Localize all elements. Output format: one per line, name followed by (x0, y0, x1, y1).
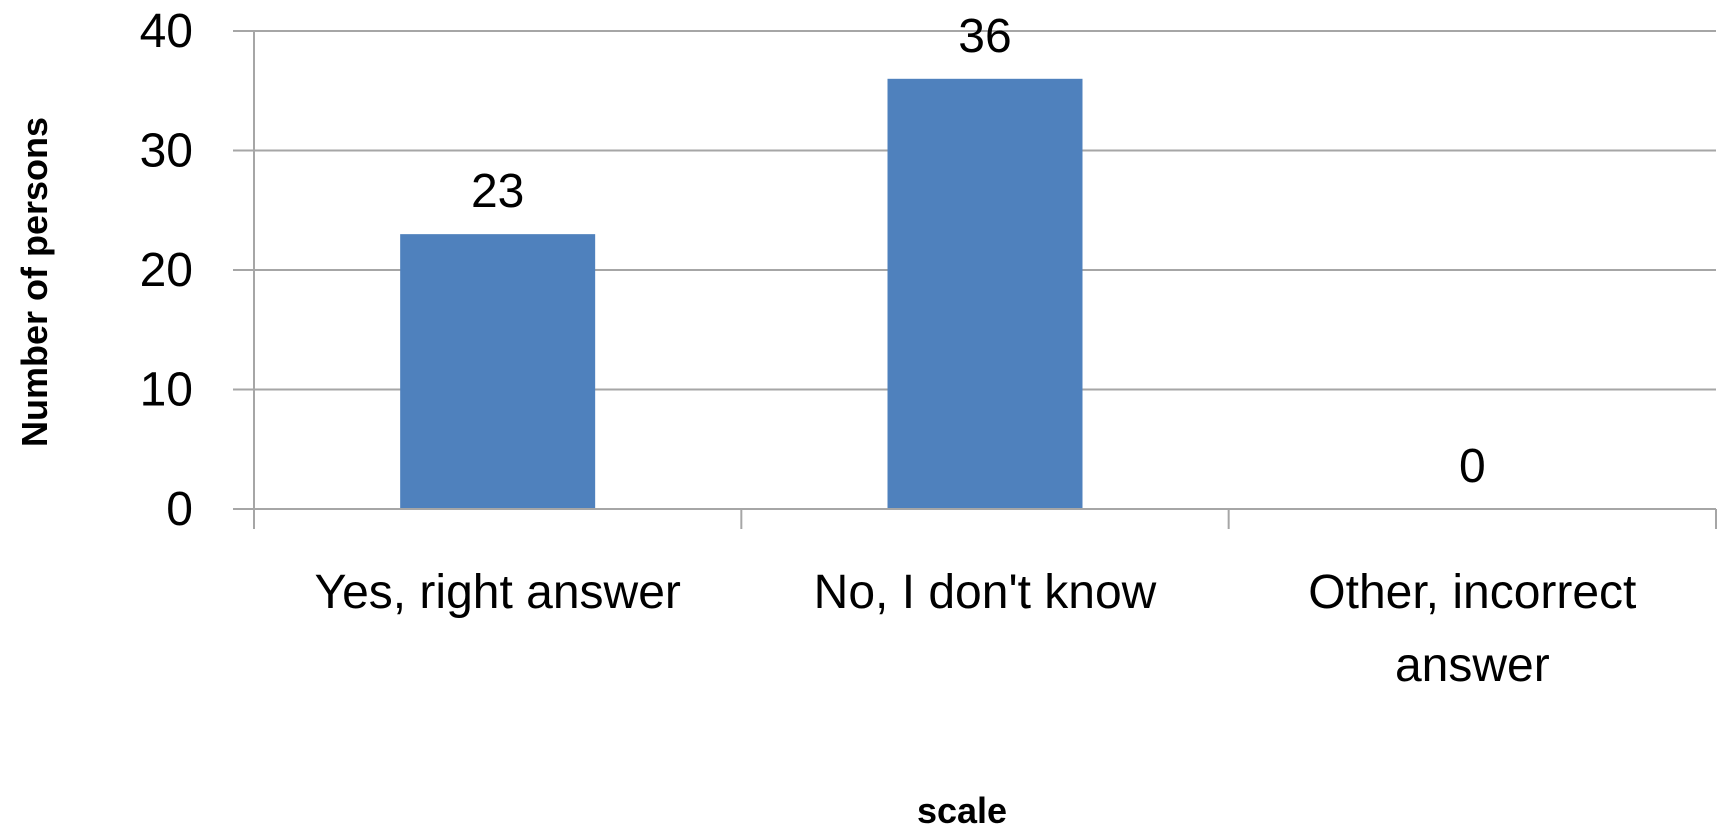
bar (887, 78, 1083, 510)
x-category-label-line: Yes, right answer (314, 566, 680, 619)
y-tick-labels: 0 10 20 30 40 (140, 5, 193, 536)
data-label: 23 (471, 165, 524, 218)
x-category-label-line: Other, incorrect (1308, 566, 1636, 619)
bar (400, 234, 596, 509)
axes (233, 30, 1717, 529)
data-labels: 23 36 0 (471, 10, 1486, 493)
x-axis-title: scale (917, 790, 1007, 829)
x-category-label: Other, incorrect answer (1308, 566, 1636, 692)
bars (400, 78, 1083, 510)
y-tick-label: 0 (166, 483, 193, 536)
x-category-label: Yes, right answer (314, 566, 680, 619)
x-category-label-line: answer (1395, 639, 1550, 692)
y-tick-label: 30 (140, 125, 193, 178)
x-category-labels: Yes, right answer No, I don't know Other, … (314, 566, 1636, 692)
y-tick-label: 20 (140, 244, 193, 297)
y-tick-label: 10 (140, 364, 193, 417)
data-label: 36 (958, 10, 1011, 63)
y-axis-title: Number of persons (14, 117, 55, 447)
data-label: 0 (1459, 440, 1486, 493)
y-tick-label: 40 (140, 5, 193, 58)
x-category-label: No, I don't know (814, 566, 1157, 619)
x-category-label-line: No, I don't know (814, 566, 1157, 619)
